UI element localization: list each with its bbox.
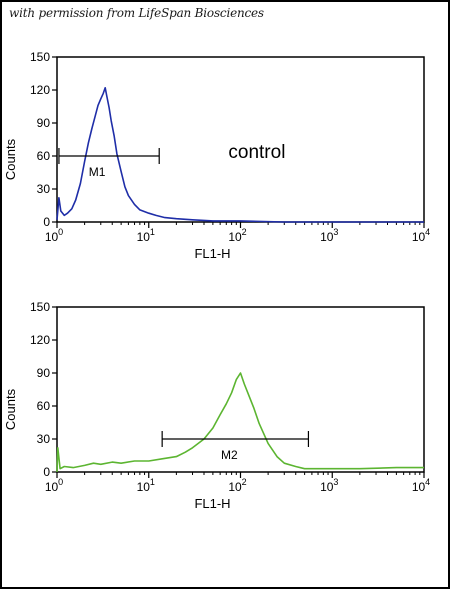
y-tick-label: 150 — [30, 300, 50, 314]
histogram-series-line — [56, 372, 424, 473]
y-axis-title: Counts — [3, 388, 18, 430]
x-tick-label: 100 — [45, 227, 63, 244]
gate-marker-label: M2 — [221, 448, 238, 462]
y-tick-label: 60 — [37, 399, 51, 413]
condition-annotation: control — [228, 142, 285, 163]
y-tick-label: 120 — [30, 83, 50, 97]
x-tick-label: 104 — [412, 227, 430, 244]
y-tick-label: 0 — [43, 215, 50, 229]
x-axis-title: FL1-H — [194, 496, 230, 511]
y-tick-label: 0 — [43, 465, 50, 479]
x-tick-label: 100 — [45, 477, 63, 494]
x-tick-label: 103 — [320, 227, 338, 244]
y-tick-label: 30 — [37, 432, 51, 446]
y-tick-label: 90 — [37, 116, 51, 130]
y-tick-label: 90 — [37, 366, 51, 380]
x-tick-label: 102 — [228, 477, 246, 494]
x-tick-label: 104 — [412, 477, 430, 494]
y-tick-label: 150 — [30, 50, 50, 64]
y-axis-title: Counts — [3, 138, 18, 180]
x-axis-title: FL1-H — [194, 246, 230, 261]
gate-marker-label: M1 — [89, 165, 106, 179]
x-tick-label: 101 — [137, 477, 155, 494]
histogram-panel-2: 0 30 60 90 120 150 100 101 102 103 104 FL1-H Counts M… — [3, 300, 430, 511]
x-tick-label: 103 — [320, 477, 338, 494]
y-tick-label: 120 — [30, 333, 50, 347]
y-tick-label: 30 — [37, 182, 51, 196]
permission-watermark: with permission from LifeSpan Bioscience… — [9, 6, 264, 20]
histogram-series-line — [56, 87, 424, 223]
x-tick-label: 101 — [137, 227, 155, 244]
histogram-panel-1: 0 30 60 90 120 150 100 101 102 103 104 FL1-H Counts M… — [3, 50, 430, 261]
plot-frame — [56, 56, 425, 223]
plot-frame — [56, 306, 425, 473]
x-tick-label: 102 — [228, 227, 246, 244]
y-tick-label: 60 — [37, 149, 51, 163]
